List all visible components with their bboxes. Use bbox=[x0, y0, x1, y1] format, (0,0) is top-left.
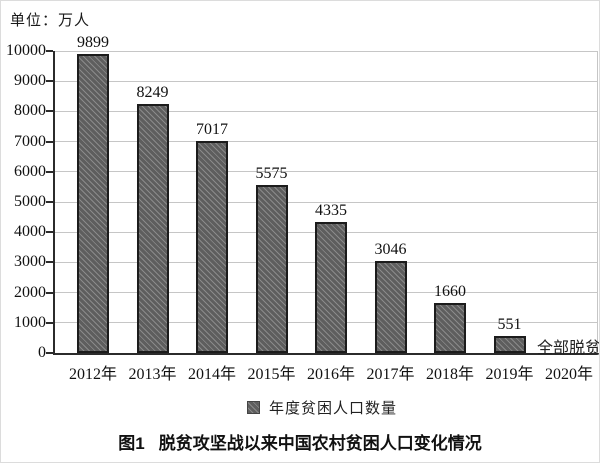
x-axis-tick-label: 2014年 bbox=[187, 366, 236, 383]
y-axis-unit-label: 单位：万人 bbox=[10, 13, 91, 29]
y-axis-tick-label: 5000 bbox=[14, 193, 46, 210]
y-axis-tick-mark bbox=[46, 110, 53, 113]
bar bbox=[315, 222, 347, 353]
bar-value-label: 5575 bbox=[255, 164, 288, 182]
y-axis-tick-label: 7000 bbox=[14, 132, 46, 150]
y-axis-tick-mark bbox=[46, 80, 53, 83]
bar bbox=[136, 103, 169, 353]
bar-value-label: 3046 bbox=[374, 241, 407, 259]
bar-value-label: 4335 bbox=[315, 202, 347, 220]
bar-value-label: 1660 bbox=[434, 282, 466, 300]
bar-value-label: 9899 bbox=[77, 34, 109, 52]
y-axis-tick-label: 1000 bbox=[14, 313, 46, 331]
gridline bbox=[55, 50, 597, 52]
y-axis-tick-mark bbox=[46, 321, 53, 324]
y-axis-tick-mark bbox=[46, 50, 53, 52]
y-axis-tick-mark bbox=[46, 201, 53, 203]
x-axis-tick-label: 2016年 bbox=[306, 366, 355, 383]
annotation-all-lifted-out-of-poverty: 全部脱贫 bbox=[536, 340, 600, 357]
y-axis-tick-label: 6000 bbox=[14, 162, 46, 180]
gridline bbox=[55, 141, 597, 143]
x-axis-tick-label: 2019年 bbox=[485, 366, 534, 383]
bar bbox=[255, 184, 288, 353]
y-axis-tick-label: 8000 bbox=[14, 102, 46, 120]
y-axis-tick-mark bbox=[46, 261, 53, 264]
y-axis-tick-label: 2000 bbox=[14, 283, 46, 301]
gridline bbox=[55, 80, 597, 82]
x-axis-tick-label: 2013年 bbox=[128, 366, 177, 383]
x-axis-tick-label: 2012年 bbox=[68, 366, 117, 383]
y-axis-tick-label: 0 bbox=[38, 344, 46, 361]
bar bbox=[434, 302, 466, 353]
bar bbox=[493, 336, 526, 353]
plot-area: 9899 8249 7017 5575 4335 3046 1660 551 bbox=[53, 35, 598, 355]
bar bbox=[77, 54, 109, 353]
legend-label: 年度贫困人口数量 bbox=[269, 401, 398, 417]
x-axis-tick-label: 2017年 bbox=[366, 366, 415, 383]
figure-caption: 图1 脱贫攻坚战以来中国农村贫困人口变化情况 bbox=[1, 429, 599, 454]
bar-value-label: 551 bbox=[497, 316, 522, 334]
figure-title: 脱贫攻坚战以来中国农村贫困人口变化情况 bbox=[158, 434, 482, 453]
gridline bbox=[55, 171, 597, 173]
x-axis-tick-label: 2015年 bbox=[247, 366, 296, 383]
y-axis-tick-mark bbox=[46, 140, 53, 143]
y-axis-tick-mark bbox=[46, 291, 53, 294]
gridline bbox=[55, 201, 597, 203]
gridline bbox=[55, 110, 597, 112]
y-axis-tick-label: 9000 bbox=[14, 72, 46, 90]
figure-number-label: 图1 bbox=[118, 434, 145, 453]
bar bbox=[374, 261, 407, 353]
x-axis-tick-label: 2020年 bbox=[544, 366, 593, 383]
x-axis-tick-label: 2018年 bbox=[425, 366, 474, 383]
bar bbox=[196, 141, 228, 353]
legend: 年度贫困人口数量 bbox=[247, 397, 397, 418]
y-axis-tick-mark bbox=[46, 352, 53, 354]
y-axis-tick-mark bbox=[46, 231, 53, 234]
bar-value-label: 7017 bbox=[196, 121, 228, 139]
legend-swatch-hatched-square bbox=[247, 401, 260, 414]
y-axis-tick-mark bbox=[46, 170, 53, 173]
y-axis-tick-label: 10000 bbox=[6, 42, 46, 59]
y-axis-tick-label: 3000 bbox=[14, 253, 46, 271]
y-axis-tick-label: 4000 bbox=[14, 223, 46, 241]
bar-value-label: 8249 bbox=[136, 83, 169, 101]
